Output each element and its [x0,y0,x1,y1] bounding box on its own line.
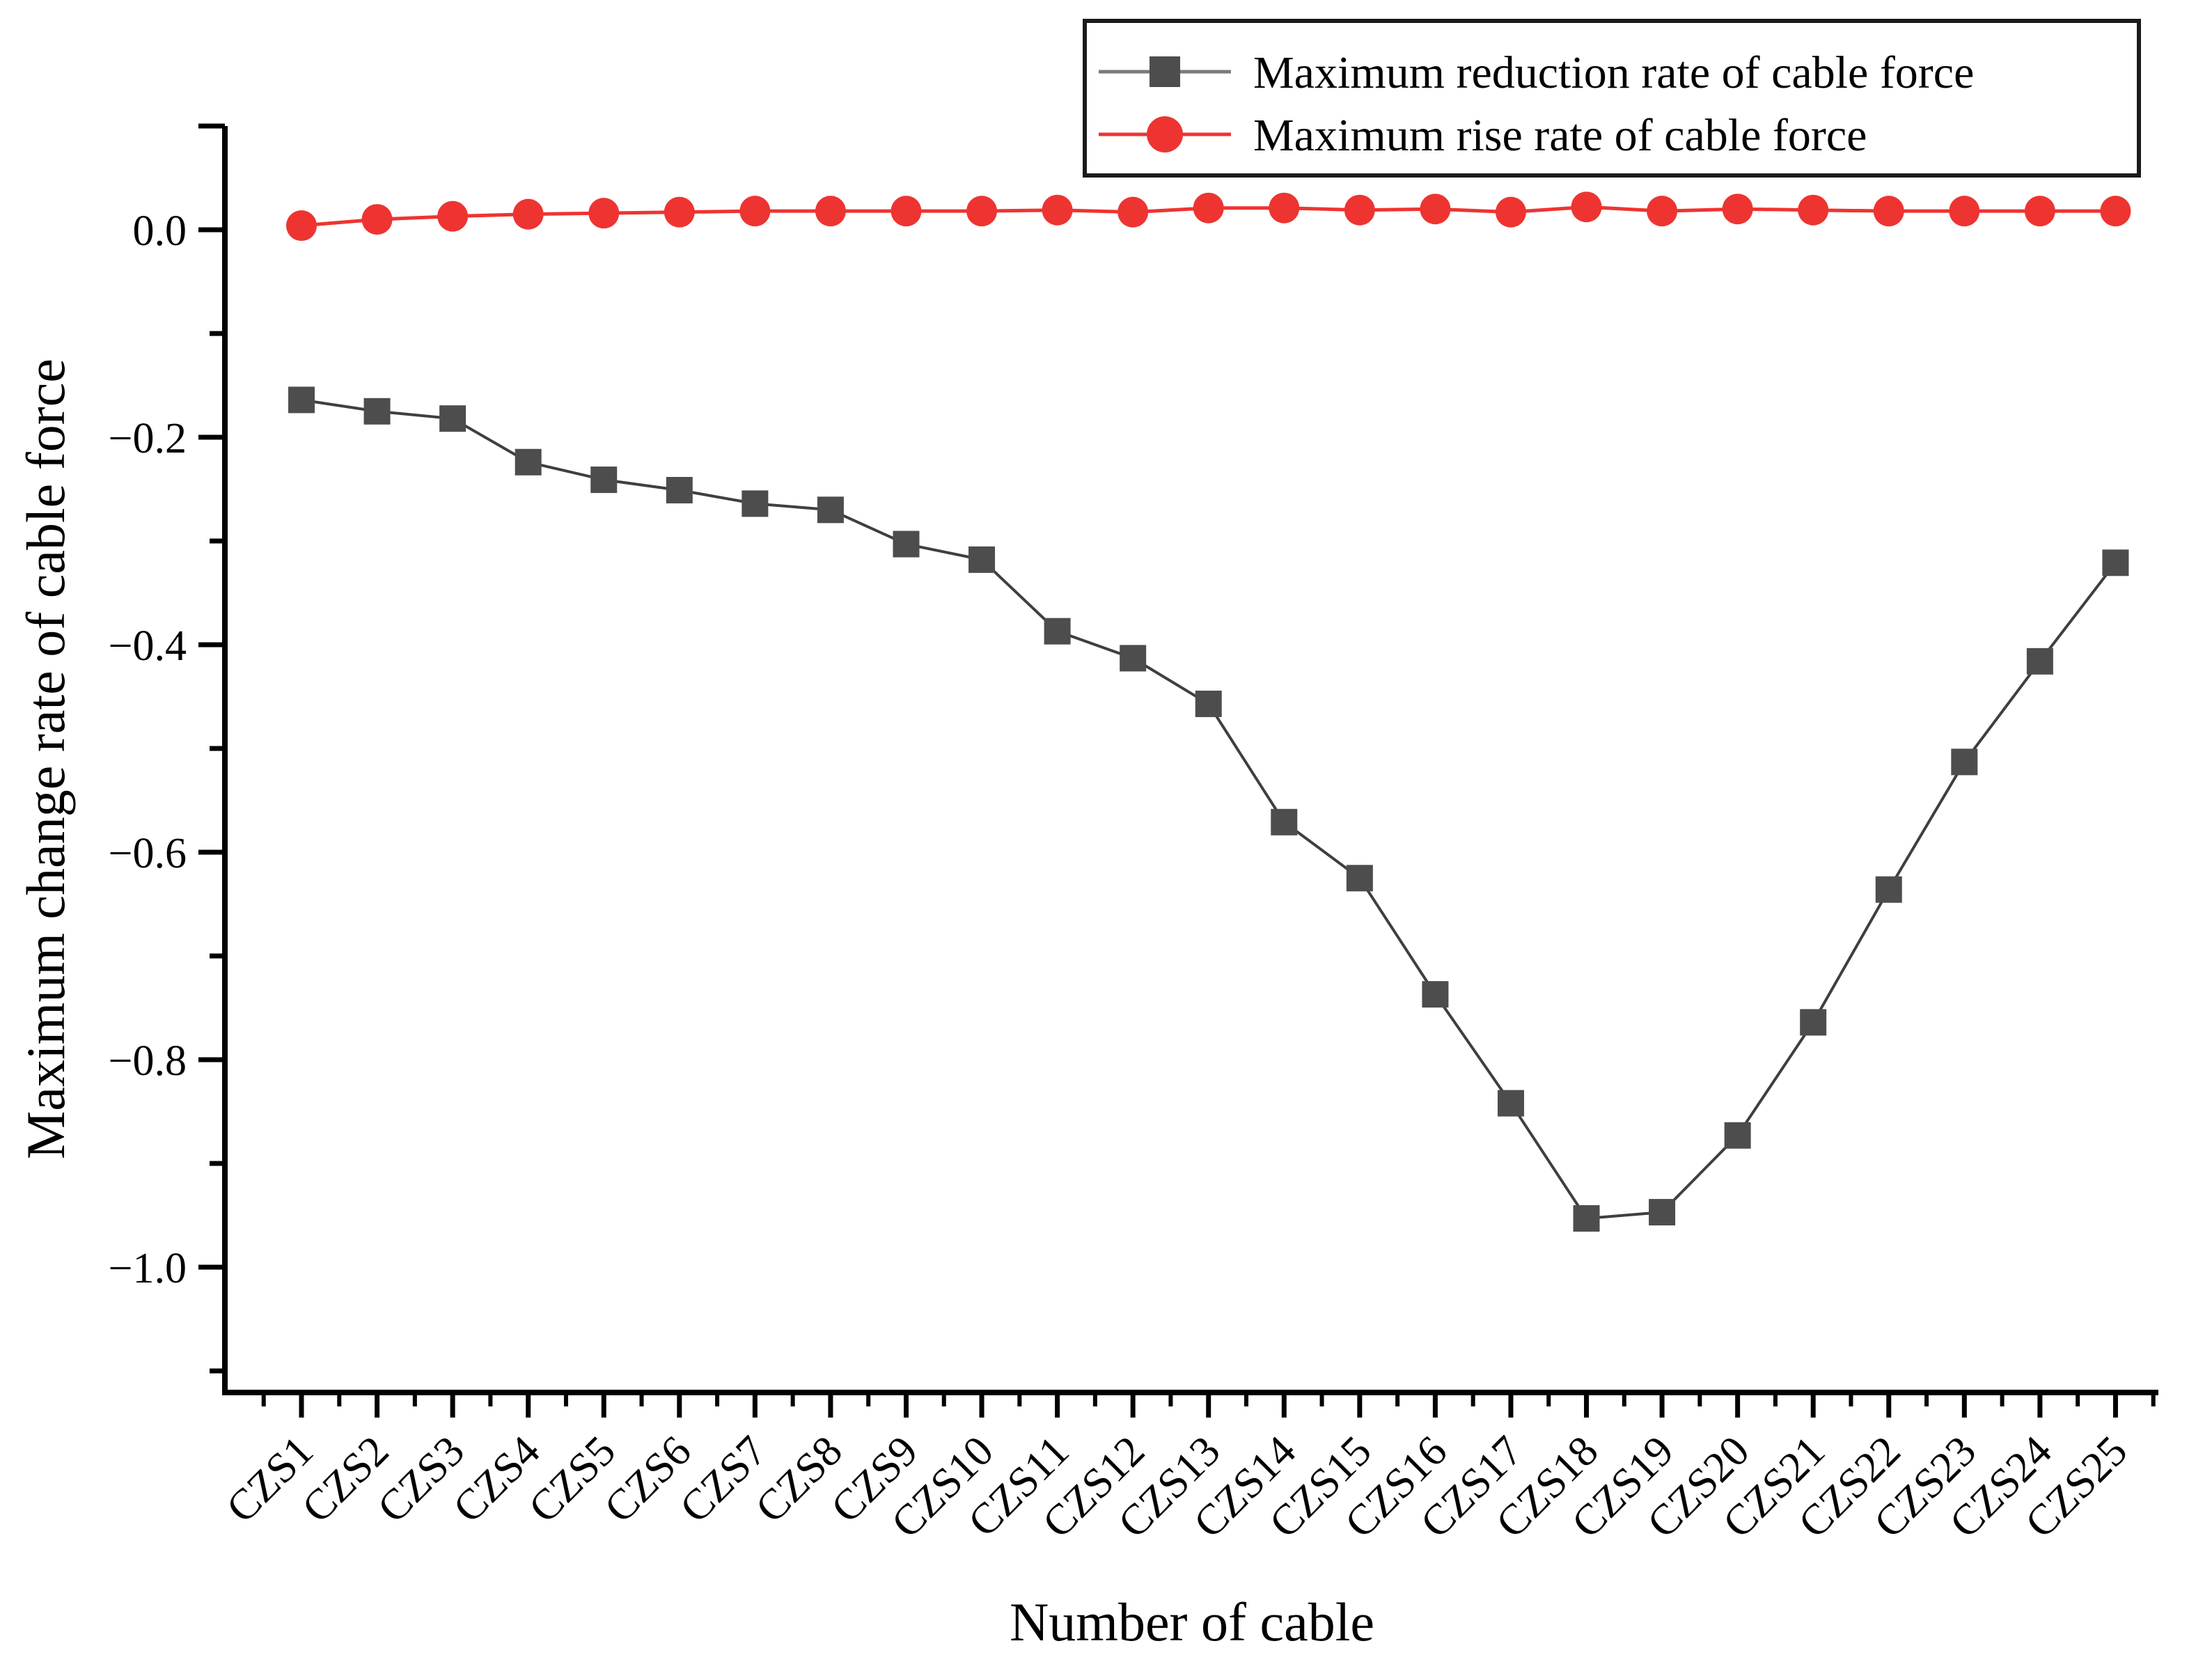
data-point-marker-circle [891,196,922,227]
data-point-marker-circle [361,204,393,235]
x-tick-label: CZS6 [595,1427,700,1532]
data-point-marker-square [1044,618,1071,645]
x-tick-label: CZS2 [293,1427,398,1532]
data-point-marker-circle [437,201,469,232]
data-point-marker-square [590,466,618,494]
data-point-marker-square [2102,549,2129,576]
data-point-marker-circle [1949,196,1980,227]
data-point-marker-circle [1269,192,1300,223]
data-point-marker-square [1951,748,1978,776]
legend-box [1083,19,2141,178]
x-tick-label: CZS3 [369,1427,473,1532]
data-point-marker-square [666,476,693,503]
data-point-marker-square [1649,1199,1676,1226]
data-point-marker-square [1271,808,1298,836]
y-axis-title: Maximum change rate of cable force [15,359,76,1159]
legend-square-marker-icon [1150,56,1180,87]
data-point-marker-square [1120,645,1147,672]
data-point-marker-circle [1117,196,1149,228]
x-tick-label: CZS4 [444,1427,549,1532]
data-point-marker-square [742,490,769,517]
y-tick-label: −1.0 [109,1245,187,1292]
axes: 0.0−0.2−0.4−0.6−0.8−1.0CZS1CZS2CZS3CZS4C… [109,123,2158,1547]
data-point-marker-circle [1647,196,1678,227]
data-point-marker-circle [1344,194,1375,226]
data-point-marker-square [968,546,996,573]
data-point-marker-square [515,448,542,476]
data-point-marker-square [1875,876,1902,903]
data-series [286,191,2131,1232]
x-axis-title: Number of cable [1010,1592,1374,1652]
data-point-marker-circle [1042,194,1073,226]
data-point-marker-square [439,405,466,432]
series-rise [286,191,2131,242]
data-point-marker-circle [2024,196,2055,227]
data-point-marker-circle [815,196,846,227]
data-point-marker-circle [1873,196,1904,227]
data-point-marker-square [893,531,920,558]
data-point-marker-circle [966,196,998,227]
x-tick-label: CZS7 [671,1427,776,1532]
data-point-marker-circle [1798,194,1829,226]
data-point-marker-square [1724,1122,1751,1149]
legend-label-rise: Maximum rise rate of cable force [1253,110,1867,161]
data-point-marker-circle [2100,196,2131,227]
data-point-marker-circle [1571,191,1602,223]
data-point-marker-circle [1495,196,1526,228]
data-point-marker-square [817,496,844,524]
legend-label-reduction: Maximum reduction rate of cable force [1253,47,1974,98]
data-point-marker-square [1346,865,1373,892]
data-point-marker-square [1800,1009,1827,1036]
data-point-marker-square [2026,648,2053,675]
data-point-marker-square [288,386,315,414]
legend-circle-marker-icon [1147,116,1183,152]
x-tick-label: CZS8 [746,1427,851,1532]
data-point-marker-circle [1193,192,1224,223]
series-reduction [288,386,2129,1232]
y-tick-label: −0.8 [109,1037,187,1085]
x-tick-label: CZS5 [520,1427,625,1532]
data-point-marker-square [1195,690,1222,717]
data-point-marker-square [1497,1090,1524,1117]
data-point-marker-circle [588,198,620,229]
y-tick-label: −0.6 [109,830,187,877]
data-point-marker-circle [286,210,317,242]
data-point-marker-circle [512,198,544,230]
y-tick-label: −0.2 [109,415,187,462]
data-point-marker-square [1573,1205,1600,1232]
data-point-marker-square [1422,981,1449,1008]
x-tick-label: CZS1 [217,1427,322,1532]
data-point-marker-circle [664,196,695,228]
data-point-marker-circle [739,196,771,227]
data-point-marker-square [363,398,391,425]
data-point-marker-circle [1722,194,1753,225]
y-tick-label: −0.4 [109,622,187,670]
legend: Maximum reduction rate of cable force Ma… [1083,19,2141,178]
data-point-marker-circle [1420,194,1451,225]
y-tick-label: 0.0 [133,207,187,255]
series-line [301,398,2117,1221]
